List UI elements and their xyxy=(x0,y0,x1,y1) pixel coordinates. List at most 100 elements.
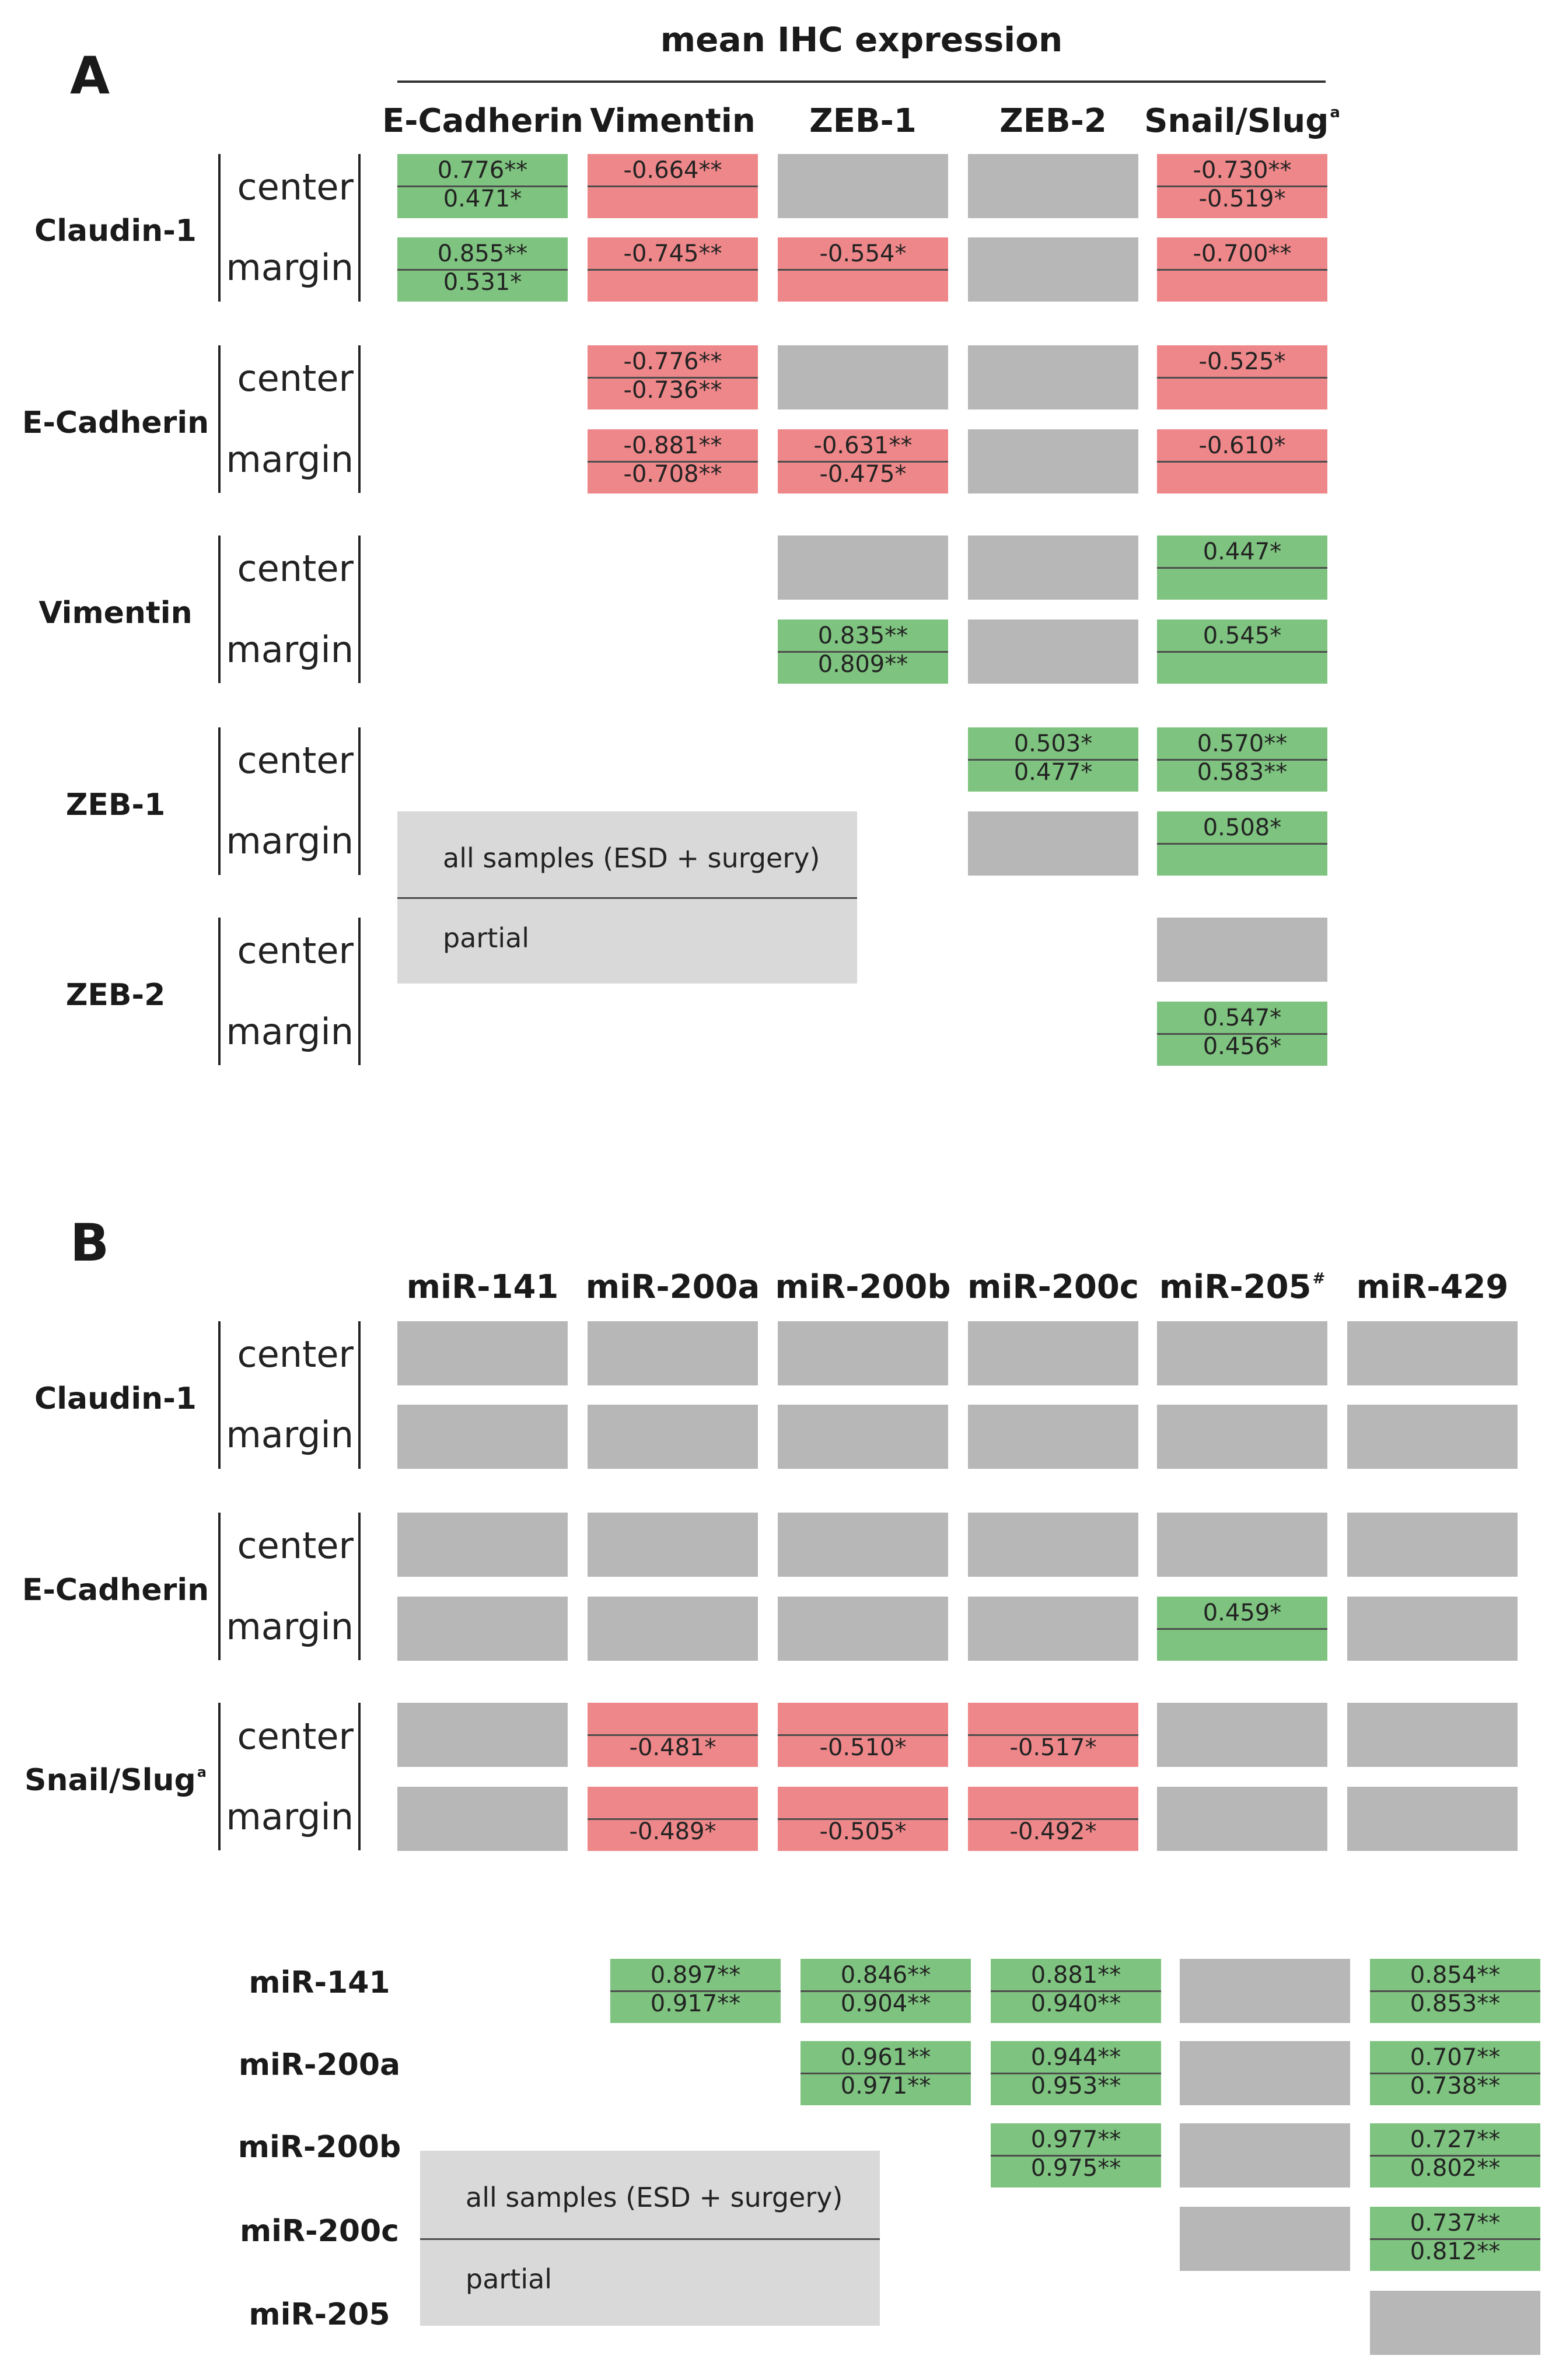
heatmap-cell: -0.631** -0.475* xyxy=(778,429,948,494)
cell-divider xyxy=(588,1818,758,1820)
legend-partial: partial xyxy=(443,922,530,954)
heatmap-cell xyxy=(1347,1513,1518,1577)
cell-divider xyxy=(588,461,758,463)
sublabel-margin: margin xyxy=(219,1014,354,1059)
cell-value-all-samples: 0.944** xyxy=(1030,2044,1121,2071)
heatmap-cell xyxy=(397,1405,568,1469)
row-label-claudin-1: Claudin-1 xyxy=(8,1384,223,1429)
cell-divider xyxy=(588,186,758,187)
cell-divider xyxy=(588,1734,758,1736)
heatmap-cell: -0.881** -0.708** xyxy=(588,429,758,494)
cell-value-all-samples: -0.610* xyxy=(1198,432,1286,459)
heatmap-cell: -0.525* xyxy=(1157,345,1327,410)
heatmap-cell: 0.570** 0.583** xyxy=(1157,727,1327,792)
cell-value-partial: 0.583** xyxy=(1197,759,1288,786)
cell-value-partial: 0.812** xyxy=(1410,2238,1501,2265)
cell-divider xyxy=(1370,2238,1540,2240)
heatmap-cell xyxy=(1347,1321,1518,1385)
heatmap-cell xyxy=(1347,1405,1518,1469)
heatmap-cell: 0.881** 0.940** xyxy=(991,1959,1161,2023)
heatmap-cell: 0.776** 0.471* xyxy=(397,154,568,218)
row-bracket-right xyxy=(358,1513,361,1660)
sublabel-center: center xyxy=(219,1528,354,1573)
cell-divider xyxy=(1157,651,1327,653)
cell-value-all-samples: -0.700** xyxy=(1193,240,1292,267)
cell-divider xyxy=(1157,1033,1327,1035)
row-bracket-right xyxy=(358,1321,361,1469)
heatmap-cell: -0.510* xyxy=(778,1703,948,1767)
legend-partial: partial xyxy=(466,2263,553,2295)
heatmap-cell: 0.447* xyxy=(1157,536,1327,600)
cell-value-all-samples: 0.977** xyxy=(1030,2126,1121,2153)
cell-value-partial: 0.471* xyxy=(443,186,522,212)
heatmap-cell xyxy=(1180,2123,1350,2188)
sublabel-margin: margin xyxy=(219,1609,354,1654)
heatmap-cell: -0.517* xyxy=(968,1703,1138,1767)
row-bracket-right xyxy=(358,918,361,1065)
heatmap-cell: -0.610* xyxy=(1157,429,1327,494)
row-label-zeb-2: ZEB-2 xyxy=(8,980,223,1026)
heatmap-cell xyxy=(968,620,1138,684)
sublabel-center: center xyxy=(219,169,354,215)
cell-divider xyxy=(778,1734,948,1736)
sublabel-center: center xyxy=(219,1718,354,1764)
cell-value-all-samples: 0.737** xyxy=(1410,2210,1501,2236)
heatmap-cell: 0.977** 0.975** xyxy=(991,2123,1161,2188)
sublabel-text: center xyxy=(237,739,354,782)
heatmap-cell: 0.944** 0.953** xyxy=(991,2041,1161,2105)
column-header-text: E-Cadherin xyxy=(382,102,583,140)
column-header-mir-429: miR-429 xyxy=(1332,1271,1533,1314)
heatmap-cell xyxy=(778,1405,948,1469)
heatmap-cell xyxy=(778,345,948,410)
chart-title: mean IHC expression xyxy=(397,23,1326,65)
sublabel-center: center xyxy=(219,360,354,406)
heatmap-cell xyxy=(397,1321,568,1385)
cell-value-all-samples: -0.881** xyxy=(623,432,722,459)
heatmap-cell: -0.481* xyxy=(588,1703,758,1767)
row-label-text: ZEB-2 xyxy=(65,978,166,1013)
column-header-e-cadherin: E-Cadherin xyxy=(382,105,583,148)
heatmap-cell xyxy=(397,1703,568,1767)
panel-letter-a: A xyxy=(70,50,131,111)
mir-row-label-mir-205: miR-205 xyxy=(213,2300,426,2345)
heatmap-cell xyxy=(1180,1959,1350,2023)
column-header-text: miR-205 xyxy=(1159,1268,1312,1306)
legend-divider xyxy=(420,2238,880,2240)
heatmap-cell xyxy=(968,154,1138,218)
heatmap-cell xyxy=(968,237,1138,302)
heatmap-cell xyxy=(968,536,1138,600)
legend-divider xyxy=(397,897,857,899)
cell-divider xyxy=(778,269,948,271)
mir-row-label-mir-200a: miR-200a xyxy=(213,2050,426,2095)
heatmap-cell: 0.707** 0.738** xyxy=(1370,2041,1540,2105)
column-header-text: Snail/Slug xyxy=(1144,102,1329,140)
cell-value-all-samples: 0.570** xyxy=(1197,730,1288,757)
cell-value-partial: -0.519* xyxy=(1198,186,1286,212)
cell-value-all-samples: 0.508* xyxy=(1203,814,1282,841)
heatmap-cell: -0.664** xyxy=(588,154,758,218)
cell-divider xyxy=(1157,1628,1327,1630)
sublabel-margin: margin xyxy=(219,442,354,487)
heatmap-cell xyxy=(968,811,1138,876)
row-label-text: E-Cadherin xyxy=(22,405,209,440)
cell-value-all-samples: 0.447* xyxy=(1203,538,1282,565)
heatmap-cell xyxy=(1157,1787,1327,1851)
cell-divider xyxy=(397,186,568,187)
cell-value-all-samples: 0.855** xyxy=(437,240,528,267)
sublabel-text: margin xyxy=(226,1413,354,1456)
column-header-text: miR-200b xyxy=(775,1268,951,1306)
heatmap-cell: -0.492* xyxy=(968,1787,1138,1851)
heatmap-cell xyxy=(1370,2291,1540,2355)
cell-value-partial: 0.971** xyxy=(840,2073,931,2099)
mir-row-label-text: miR-200c xyxy=(240,2214,399,2249)
cell-value-all-samples: -0.664** xyxy=(623,157,722,184)
heatmap-cell xyxy=(968,1513,1138,1577)
legend-box: all samples (ESD + surgery) partial xyxy=(420,2151,880,2326)
column-header-text: miR-429 xyxy=(1356,1268,1509,1306)
row-label-text: Claudin-1 xyxy=(34,214,197,249)
superscript-mark: a xyxy=(197,1764,207,1780)
row-bracket-left xyxy=(218,1321,221,1469)
cell-value-partial: -0.475* xyxy=(819,461,907,488)
column-header-mir-200a: miR-200a xyxy=(572,1271,773,1314)
